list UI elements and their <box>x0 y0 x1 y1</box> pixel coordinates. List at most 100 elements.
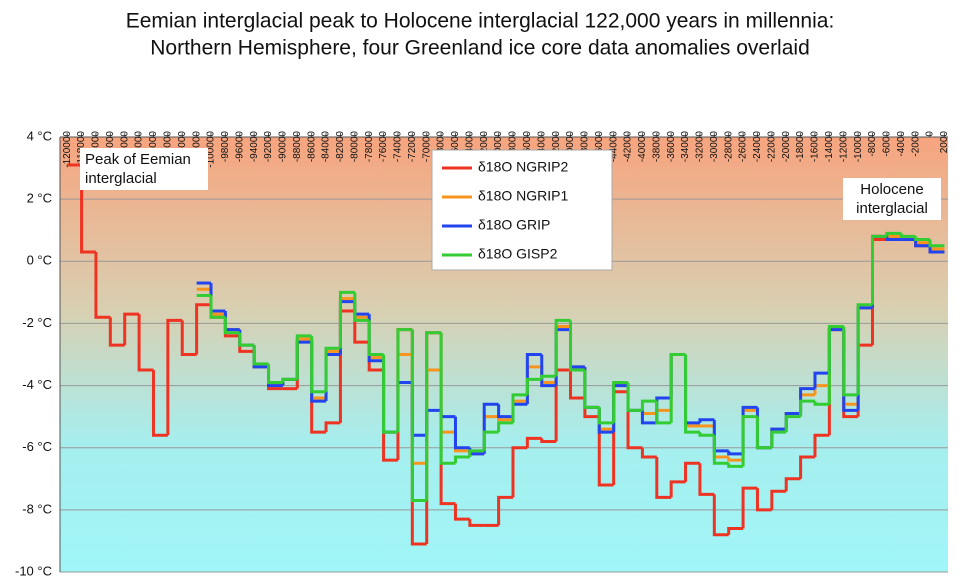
legend-label: δ18O GISP2 <box>478 246 558 262</box>
x-tick-label: -28000 <box>723 131 734 163</box>
line-step <box>813 433 830 458</box>
line-step <box>310 335 327 394</box>
x-tick-label: -26000 <box>738 131 749 163</box>
line-step <box>382 354 398 434</box>
y-tick-label: -10 °C <box>15 563 52 578</box>
x-tick-label: -8000 <box>867 131 878 157</box>
line-step <box>770 489 787 510</box>
x-tick-label: -32000 <box>695 131 706 163</box>
x-tick-label: -14000 <box>824 131 835 163</box>
line-step <box>842 326 859 397</box>
annotation: Peak of Eemian interglacial <box>80 148 208 190</box>
x-tick-label: -88000 <box>292 131 303 163</box>
line-step <box>755 416 772 450</box>
x-tick-label: -24000 <box>752 131 763 163</box>
x-tick-label: -82000 <box>335 131 346 163</box>
x-tick-label: 2000 <box>939 131 950 154</box>
line-step <box>856 303 873 395</box>
line-step <box>180 320 197 356</box>
line-step <box>640 410 657 425</box>
line-step <box>899 233 916 238</box>
line-step <box>784 415 801 433</box>
line-step <box>108 317 125 347</box>
line-step <box>640 399 657 411</box>
line-step <box>612 380 629 423</box>
x-tick-label: -80000 <box>349 131 360 163</box>
x-tick-label: -22000 <box>766 131 777 163</box>
line-step <box>799 455 815 479</box>
legend-label: δ18O NGRIP1 <box>478 188 568 204</box>
x-tick-label: -6000 <box>882 131 893 157</box>
line-step <box>655 457 672 499</box>
line-step <box>353 292 370 322</box>
chart-subtitle: Northern Hemisphere, four Greenland ice … <box>150 37 810 60</box>
x-tick-label: -20000 <box>781 131 792 163</box>
x-tick-label: 0 <box>925 131 936 137</box>
line-step <box>928 239 945 248</box>
line-step <box>151 370 168 437</box>
x-tick-label: -42000 <box>623 131 634 163</box>
line-step <box>367 320 384 356</box>
x-tick-label: -40000 <box>637 131 648 163</box>
line-step <box>741 486 758 529</box>
x-tick-label: -90000 <box>278 131 289 163</box>
x-tick-label: -18000 <box>795 131 806 163</box>
line-step <box>569 370 585 400</box>
line-step <box>727 527 744 535</box>
line-step <box>209 295 226 319</box>
line-step <box>338 290 355 349</box>
x-tick-label: -16000 <box>810 131 821 163</box>
x-tick-label: -60000 <box>493 131 504 163</box>
line-step <box>871 234 887 305</box>
line-step <box>123 312 140 346</box>
line-step <box>540 374 557 380</box>
line-step <box>425 331 442 501</box>
x-tick-label: -2000 <box>910 131 921 157</box>
line-step <box>468 519 485 527</box>
line-step <box>453 503 470 521</box>
x-tick-label: -30000 <box>709 131 720 163</box>
line-step <box>727 450 744 456</box>
x-tick-label: -96000 <box>234 131 245 163</box>
line-step <box>669 480 686 498</box>
y-tick-label: -4 °C <box>22 377 52 392</box>
x-tick-label: -68000 <box>436 131 447 163</box>
line-step <box>137 314 154 372</box>
x-tick-label: -58000 <box>508 131 519 163</box>
line-step <box>928 245 945 254</box>
line-step <box>410 329 427 503</box>
line-step <box>511 446 528 498</box>
line-step <box>597 407 614 425</box>
line-step <box>784 477 801 492</box>
x-tick-label: -54000 <box>536 131 547 163</box>
line-step <box>540 438 557 443</box>
line-step <box>727 463 744 468</box>
x-tick-label: -64000 <box>464 131 475 163</box>
x-tick-label: -74000 <box>393 131 404 163</box>
legend-label: δ18O GRIP <box>478 217 550 233</box>
line-step <box>223 317 240 335</box>
x-tick-label: -98000 <box>220 131 231 163</box>
x-tick-label: -70000 <box>421 131 432 163</box>
x-tick-label: -76000 <box>378 131 389 163</box>
x-tick-label: -72000 <box>407 131 418 163</box>
x-tick-label: -38000 <box>651 131 662 163</box>
x-tick-label: -44000 <box>608 131 619 163</box>
line-step <box>626 382 643 412</box>
legend-label: δ18O NGRIP2 <box>478 159 568 175</box>
line-step <box>583 370 600 409</box>
line-step <box>252 345 269 366</box>
line-step <box>698 432 715 437</box>
x-tick-label: -48000 <box>580 131 591 163</box>
x-tick-label: -100000 <box>206 131 217 168</box>
x-tick-label: -120000 <box>62 131 73 168</box>
line-step <box>597 416 614 487</box>
x-tick-label: -12000 <box>838 131 849 163</box>
line-step <box>698 418 715 423</box>
x-tick-label: -36000 <box>666 131 677 163</box>
line-step <box>396 328 413 433</box>
line-step <box>439 332 456 465</box>
line-step <box>94 251 111 319</box>
x-tick-label: -94000 <box>249 131 260 163</box>
